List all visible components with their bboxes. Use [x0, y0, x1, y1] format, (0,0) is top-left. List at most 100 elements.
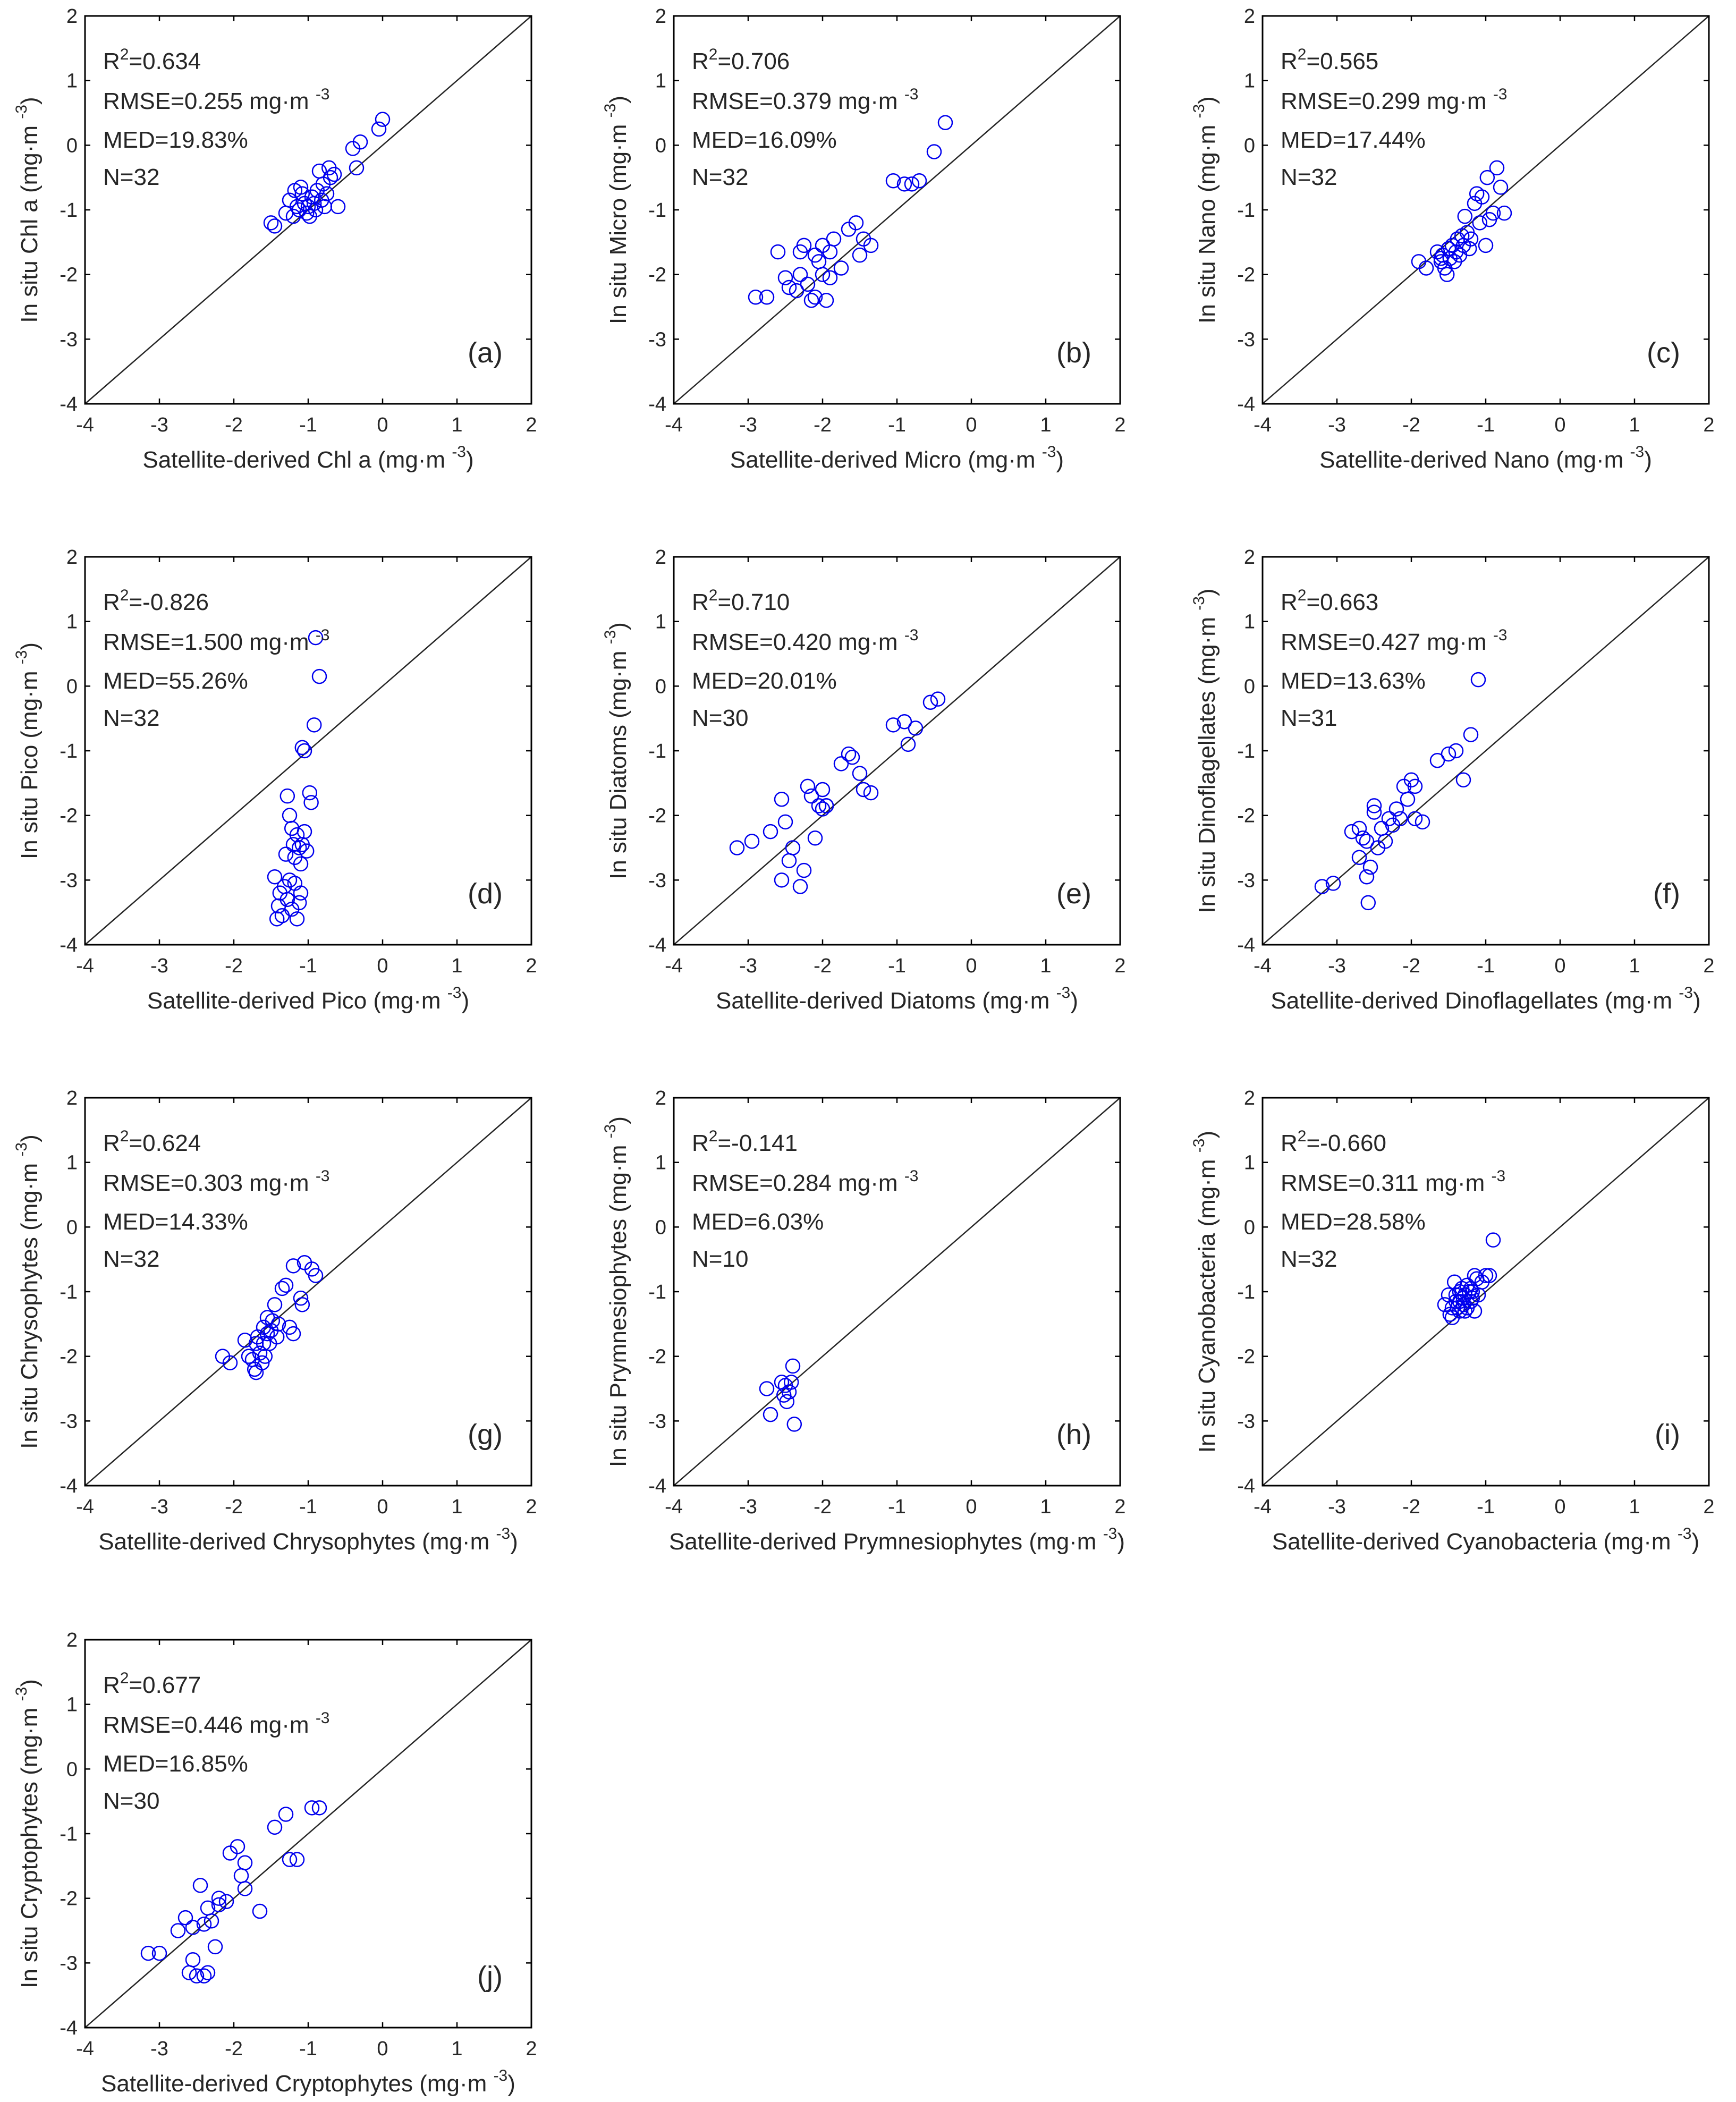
scatter-panel-j: -4 -3 -2 -1 0 1 2 -4 -3 -2 -1 0 1 2 R2=0.677 RMSE=0.446… [13, 1629, 537, 2097]
x-tick-label: -4 [665, 955, 683, 977]
scatter-panel-h: -4 -3 -2 -1 0 1 2 -4 -3 -2 -1 0 1 2 R2=-0.141 RMSE=0.28… [602, 1087, 1126, 1555]
med-label: MED=28.58% [1281, 1209, 1426, 1235]
panel-label: (c) [1647, 337, 1680, 369]
x-tick-label: 2 [526, 1496, 537, 1518]
med-label: MED=14.33% [103, 1209, 248, 1235]
y-tick-label: -2 [60, 1888, 78, 1910]
plot-frame [673, 1097, 1121, 1487]
identity-line [84, 1097, 532, 1486]
y-axis-label: In situ Cyanobacteria (mg·m -3) [1190, 1131, 1220, 1453]
data-point [1362, 859, 1378, 875]
data-point [293, 180, 309, 195]
rmse-label: RMSE=0.284 mg·m -3 [692, 1167, 919, 1196]
x-tick-label: 2 [526, 955, 537, 977]
scatter-panel-e: -4 -3 -2 -1 0 1 2 -4 -3 -2 -1 0 1 2 R2=0.710 RMSE=0.420… [602, 546, 1126, 1014]
y-tick-label: -4 [1237, 934, 1255, 956]
x-tick-label: 0 [966, 414, 977, 436]
n-label: N=31 [1281, 705, 1337, 731]
x-axis-label: Satellite-derived Cyanobacteria (mg·m -3… [1272, 1525, 1699, 1555]
rmse-label: RMSE=0.303 mg·m -3 [103, 1167, 330, 1196]
data-point [844, 749, 860, 765]
y-axis-label: In situ Dinoflagellates (mg·m -3) [1190, 588, 1220, 913]
data-point [151, 1945, 167, 1961]
r2-label: R2=0.710 [692, 587, 790, 615]
rmse-label: RMSE=1.500 mg·m -3 [103, 626, 330, 655]
data-point [293, 856, 309, 872]
data-point [297, 824, 312, 840]
data-point [280, 892, 295, 908]
data-point [1478, 238, 1494, 253]
y-tick-label: 1 [1244, 70, 1255, 92]
data-point [811, 798, 827, 813]
n-label: N=30 [692, 705, 748, 731]
data-point [1351, 820, 1367, 836]
data-point [1479, 169, 1495, 185]
y-tick-label: 2 [66, 1629, 78, 1651]
data-point [796, 238, 812, 253]
data-point [291, 840, 307, 855]
data-point [1481, 1268, 1497, 1283]
x-tick-label: -3 [739, 414, 757, 436]
data-point [937, 115, 953, 130]
data-point [185, 1920, 201, 1935]
x-tick-label: -3 [1328, 955, 1346, 977]
r2-label: R2=-0.660 [1281, 1128, 1386, 1156]
data-point [302, 785, 318, 801]
data-point [1469, 1271, 1485, 1286]
data-point [308, 630, 324, 646]
data-point [1415, 814, 1430, 830]
rmse-label: RMSE=0.420 mg·m -3 [692, 626, 919, 655]
data-point [852, 766, 868, 781]
x-tick-label: -1 [299, 414, 317, 436]
y-tick-label: -2 [648, 264, 666, 286]
data-point [211, 1897, 227, 1913]
med-label: MED=6.03% [692, 1209, 824, 1235]
data-point [786, 1417, 802, 1432]
y-tick-label: -4 [648, 934, 666, 956]
data-point [1485, 205, 1501, 221]
x-tick-label: 2 [1703, 955, 1714, 977]
data-point [803, 293, 819, 308]
data-point [930, 691, 946, 707]
data-point [200, 1965, 216, 1980]
data-point [192, 1878, 208, 1893]
x-tick-label: 1 [1040, 414, 1051, 436]
y-tick-label: 0 [66, 134, 78, 157]
r2-label: R2=0.663 [1281, 587, 1378, 615]
data-point [1463, 231, 1479, 247]
y-tick-label: 1 [655, 70, 666, 92]
y-tick-label: -3 [648, 1410, 666, 1433]
data-point [759, 1381, 775, 1396]
y-tick-label: -1 [648, 1281, 666, 1303]
data-point [841, 746, 857, 762]
y-tick-label: 2 [66, 5, 78, 28]
data-point [1325, 876, 1341, 891]
x-axis-label: Satellite-derived Pico (mg·m -3) [147, 984, 469, 1014]
data-point [744, 834, 760, 849]
data-point [311, 1800, 327, 1816]
x-tick-label: 1 [451, 1496, 462, 1518]
data-point [274, 908, 290, 923]
data-point [196, 1917, 212, 1932]
plot-frame [673, 15, 1121, 405]
data-point [833, 260, 849, 276]
y-tick-label: 0 [66, 1758, 78, 1781]
n-label: N=32 [1281, 164, 1337, 190]
x-tick-label: -1 [888, 414, 906, 436]
scatter-panel-g: -4 -3 -2 -1 0 1 2 -4 -3 -2 -1 0 1 2 R2=0.624 RMSE=0.303… [13, 1087, 537, 1555]
y-tick-label: -3 [1237, 1410, 1255, 1433]
med-label: MED=55.26% [103, 668, 248, 694]
y-tick-label: 0 [66, 1216, 78, 1239]
y-tick-label: -3 [60, 869, 78, 892]
data-point [1472, 215, 1488, 231]
data-point [285, 1258, 301, 1274]
data-point [170, 1923, 186, 1938]
data-point [256, 1336, 272, 1351]
data-point [280, 788, 295, 804]
plot-frame [1261, 15, 1710, 405]
y-axis-label: In situ Diatoms (mg·m -3) [602, 622, 631, 879]
x-axis-label: Satellite-derived Dinoflagellates (mg·m … [1271, 984, 1700, 1014]
x-axis-label: Satellite-derived Chl a (mg·m -3) [142, 443, 473, 473]
data-point [140, 1945, 156, 1961]
data-point [922, 694, 938, 710]
